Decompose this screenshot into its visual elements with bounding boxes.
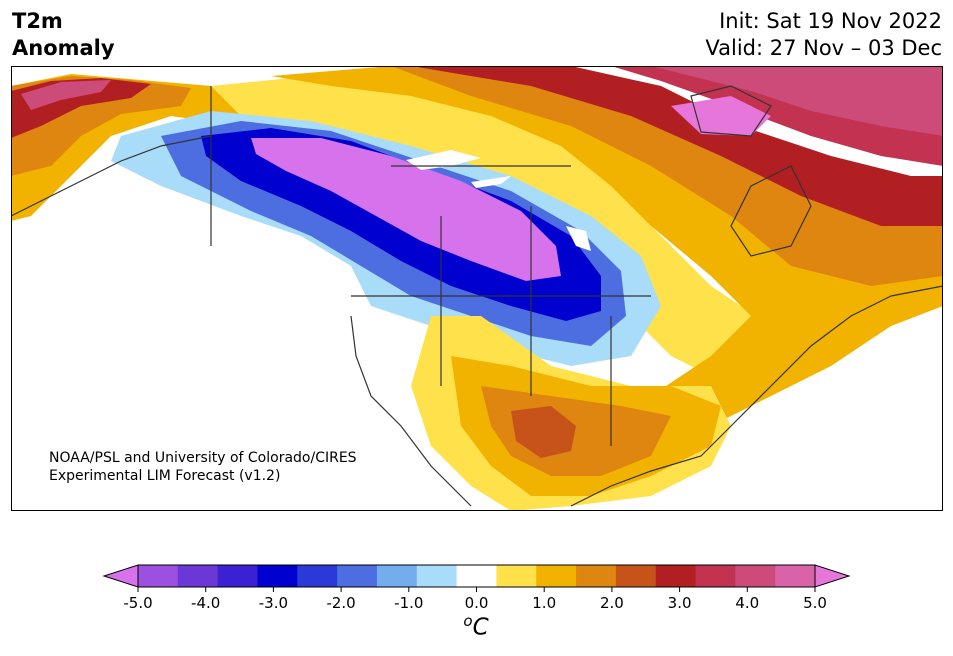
canada-gold-band	[271, 66, 943, 426]
colorbar-tick-label: -2.0	[326, 594, 355, 612]
colorbar-tick-label: 1.0	[532, 594, 556, 612]
colorbar: -5.0 -4.0 -3.0 -2.0 -1.0 0.0 1.0 2.0 3.0 4.0 5.0	[102, 564, 851, 612]
colorbar-tick-label: 2.0	[600, 594, 624, 612]
colorbar-bin	[416, 565, 458, 587]
colorbar-extend-low	[102, 564, 139, 588]
unit-label: C	[472, 614, 489, 641]
colorbar-bin	[496, 565, 537, 587]
colorbar-extend-high	[814, 564, 851, 588]
colorbar-bin	[138, 565, 179, 587]
forecast-dates: Init: Sat 19 Nov 2022 Valid: 27 Nov – 03…	[705, 8, 942, 62]
colorbar-ticks: -5.0 -4.0 -3.0 -2.0 -1.0 0.0 1.0 2.0 3.0 4.0 5.0	[123, 587, 827, 612]
map-border	[11, 66, 943, 511]
credit-line-1: NOAA/PSL and University of Colorado/CIRE…	[49, 450, 357, 466]
colorbar-tick-label: 3.0	[668, 594, 692, 612]
colorbar-unit: oC	[463, 612, 488, 641]
colorbar-bin	[615, 565, 657, 587]
colorbar-bin	[297, 565, 338, 587]
colorbar-tick-label: 5.0	[803, 594, 827, 612]
alaska-pink-band	[21, 80, 111, 110]
credit-text: NOAA/PSL and University of Colorado/CIRE…	[49, 449, 357, 485]
colorbar-bins	[102, 564, 851, 588]
colorbar-bin	[257, 565, 298, 587]
coastline	[11, 135, 212, 217]
colorbar-bin	[177, 565, 219, 587]
arctic-magenta-patch	[671, 96, 771, 136]
colorbar-tick-label: -1.0	[394, 594, 423, 612]
colorbar-bin	[695, 565, 736, 587]
coastline	[350, 315, 472, 507]
colorbar-bin	[576, 565, 617, 587]
colorbar-bin	[655, 565, 697, 587]
arctic-pink-band	[651, 66, 943, 136]
colorbar-bin	[376, 565, 418, 587]
valid-range: Valid: 27 Nov – 03 Dec	[705, 36, 942, 60]
colorbar-bin	[536, 565, 577, 587]
coastline	[730, 165, 812, 257]
colorbar-tick-label: -3.0	[259, 594, 288, 612]
great-lakes	[566, 226, 591, 251]
colorbar-tick-label: 4.0	[735, 594, 759, 612]
map-title: T2m Anomaly	[12, 9, 115, 60]
colorbar-tick-label: -4.0	[191, 594, 220, 612]
colorbar-bin	[775, 565, 816, 587]
credit-line-2: Experimental LIM Forecast (v1.2)	[49, 468, 281, 484]
colorbar-bin	[735, 565, 776, 587]
cold-core-band	[251, 138, 561, 281]
great-lakes	[406, 150, 481, 170]
unit-superscript: o	[463, 612, 473, 630]
anomaly-map	[11, 66, 943, 511]
colorbar-tick-label: -5.0	[123, 594, 152, 612]
hudson-orange-band	[391, 66, 943, 286]
texas-burnt-patch	[511, 406, 576, 458]
great-lakes	[471, 176, 511, 188]
map-outlines	[11, 85, 943, 507]
south-orange-band	[481, 386, 671, 476]
coastline	[570, 285, 943, 507]
colorbar-bin	[217, 565, 258, 587]
colorbar-tick-label: 0.0	[465, 594, 489, 612]
canada-red-band	[411, 66, 943, 226]
coastline	[690, 85, 772, 137]
colorbar-bin	[456, 565, 497, 587]
colorbar-bin	[337, 565, 378, 587]
init-date: Init: Sat 19 Nov 2022	[719, 9, 942, 33]
